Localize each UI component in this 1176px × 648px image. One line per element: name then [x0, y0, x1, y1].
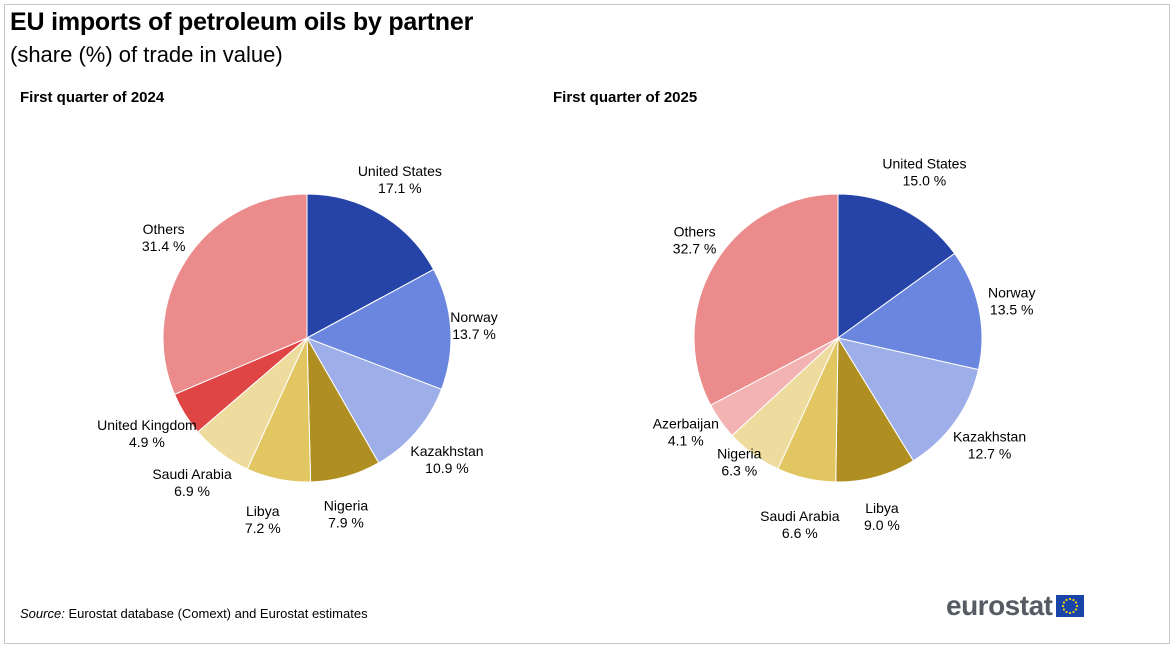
pie-2024-slice-united-states — [306, 193, 435, 339]
pie-2024-value-others: 31.4 % — [142, 238, 186, 254]
pie-2025-slice-others — [693, 193, 839, 406]
pie-2025-label-saudi-arabia: Saudi Arabia — [760, 508, 840, 524]
pie-2025-slice-libya — [835, 336, 914, 483]
pie-2025-label-others: Others — [674, 223, 716, 239]
pie-2024-label-united-kingdom: United Kingdom — [97, 417, 197, 433]
eu-flag-icon — [1056, 595, 1085, 617]
pie-2025-label-nigeria: Nigeria — [717, 446, 762, 462]
eu-flag-star — [1072, 610, 1076, 614]
eu-flag-star — [1072, 598, 1076, 602]
pie-2025-label-norway: Norway — [988, 284, 1035, 300]
pie-2024-value-libya: 7.2 % — [245, 520, 281, 536]
eu-flag-star — [1063, 608, 1066, 611]
pie-2024-slice-kazakhstan — [305, 337, 443, 464]
source-label: Source: — [20, 606, 65, 621]
eu-flag-star — [1065, 610, 1069, 614]
pie-2024-label-nigeria: Nigeria — [324, 498, 369, 514]
pie-2025-value-azerbaijan: 4.1 % — [668, 433, 704, 449]
eu-flag-star — [1076, 604, 1079, 608]
pie-2025-value-kazakhstan: 12.7 % — [968, 446, 1012, 462]
pie-2024-value-norway: 13.7 % — [452, 326, 496, 342]
pie-2024-label-united-states: United States — [358, 163, 442, 179]
pie-2024-value-kazakhstan: 10.9 % — [425, 460, 469, 476]
eurostat-logo: eurostat — [946, 590, 1085, 622]
pie-2024-title: First quarter of 2024 — [20, 89, 165, 106]
pie-2024-label-saudi-arabia: Saudi Arabia — [152, 466, 232, 482]
pie-2025 — [693, 193, 983, 483]
pie-2025-label-libya: Libya — [865, 500, 899, 516]
pie-2024-slice-norway — [305, 268, 452, 390]
pie-2024-value-nigeria: 7.9 % — [328, 515, 364, 531]
pie-2024 — [162, 193, 452, 483]
pie-2024-slice-others — [162, 193, 308, 396]
eu-flag-star — [1069, 611, 1072, 615]
eurostat-wordmark: eurostat — [946, 590, 1053, 621]
pie-2025-slice-kazakhstan — [836, 337, 980, 462]
pie-2025-value-saudi-arabia: 6.6 % — [782, 525, 818, 541]
pie-2024-label-norway: Norway — [450, 309, 497, 325]
pie-2024-label-libya: Libya — [246, 503, 280, 519]
pie-2024-label-others: Others — [143, 221, 185, 237]
pie-2025-slice-norway — [836, 252, 983, 371]
pie-2025-label-united-states: United States — [882, 155, 966, 171]
pie-2025-label-kazakhstan: Kazakhstan — [953, 429, 1026, 445]
pie-2024-value-united-kingdom: 4.9 % — [129, 434, 165, 450]
eu-flag-star — [1075, 601, 1078, 604]
source-text: Eurostat database (Comext) and Eurostat … — [68, 606, 368, 621]
eu-flag-star — [1062, 604, 1065, 608]
chart-title: EU imports of petroleum oils by partner — [10, 8, 474, 36]
pie-2025-value-libya: 9.0 % — [864, 517, 900, 533]
pie-2024-label-kazakhstan: Kazakhstan — [410, 443, 483, 459]
pie-2025-value-norway: 13.5 % — [990, 301, 1034, 317]
pie-2025-slice-united-states — [837, 193, 956, 339]
chart-subtitle: (share (%) of trade in value) — [10, 42, 283, 67]
eu-flag-star — [1075, 608, 1078, 611]
eu-flag-star — [1065, 598, 1069, 602]
pie-2025-title: First quarter of 2025 — [553, 89, 698, 106]
pie-2025-value-united-states: 15.0 % — [903, 172, 947, 188]
pie-2025-value-nigeria: 6.3 % — [721, 463, 757, 479]
pie-2025-value-others: 32.7 % — [673, 240, 717, 256]
eu-flag-star — [1063, 601, 1066, 604]
eu-flag-star — [1069, 597, 1072, 601]
pie-2025-label-azerbaijan: Azerbaijan — [653, 416, 719, 432]
pie-2024-value-united-states: 17.1 % — [378, 180, 422, 196]
source-note: Source: Eurostat database (Comext) and E… — [20, 606, 368, 621]
pie-2024-value-saudi-arabia: 6.9 % — [174, 483, 210, 499]
